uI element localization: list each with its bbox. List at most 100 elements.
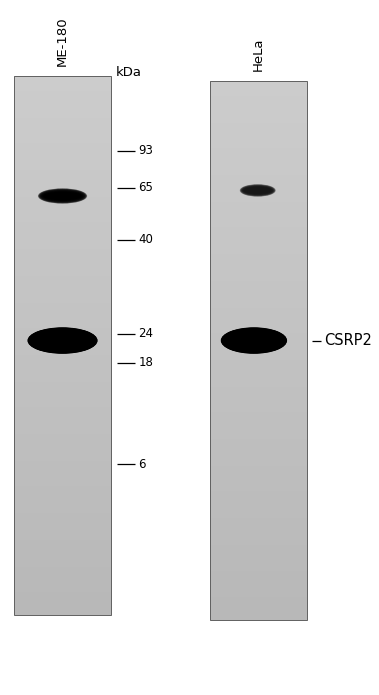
Bar (210, 460, 307, 462)
Ellipse shape (28, 328, 97, 353)
Bar (210, 596, 307, 598)
Bar (210, 545, 307, 546)
Ellipse shape (39, 189, 86, 203)
Bar (14, 459, 111, 461)
Bar (210, 156, 307, 158)
Bar (14, 477, 111, 479)
Bar (14, 475, 111, 477)
Bar (14, 338, 111, 341)
Bar (14, 165, 111, 166)
Text: kDa: kDa (116, 67, 142, 79)
Bar (14, 534, 111, 536)
Bar (14, 147, 111, 148)
Bar (14, 297, 111, 299)
Ellipse shape (228, 333, 280, 348)
Bar (210, 342, 307, 343)
Bar (210, 426, 307, 428)
Bar (14, 376, 111, 378)
Bar (210, 376, 307, 377)
Text: 18: 18 (138, 357, 153, 369)
Ellipse shape (242, 186, 274, 195)
Bar (14, 132, 111, 134)
Bar (14, 107, 111, 109)
Bar (210, 444, 307, 445)
Bar (14, 500, 111, 502)
Bar (210, 119, 307, 121)
Bar (210, 600, 307, 602)
Bar (210, 81, 307, 620)
Bar (14, 389, 111, 391)
Bar (14, 547, 111, 548)
Bar (210, 424, 307, 426)
Bar (14, 154, 111, 156)
Bar (210, 437, 307, 439)
Bar (210, 177, 307, 178)
Bar (14, 281, 111, 283)
Bar (14, 310, 111, 311)
Bar (14, 251, 111, 252)
Bar (14, 283, 111, 285)
Bar (210, 81, 307, 83)
Bar (210, 299, 307, 300)
Bar (14, 369, 111, 371)
Bar (210, 263, 307, 265)
Ellipse shape (241, 185, 274, 196)
Bar (14, 448, 111, 450)
Bar (14, 603, 111, 604)
Bar (14, 302, 111, 304)
Bar (210, 171, 307, 173)
Bar (14, 173, 111, 175)
Bar (210, 359, 307, 361)
Bar (14, 120, 111, 122)
Ellipse shape (223, 329, 285, 352)
Bar (14, 523, 111, 525)
Bar (14, 437, 111, 439)
Bar (210, 519, 307, 521)
Bar (210, 546, 307, 548)
Bar (210, 110, 307, 112)
Ellipse shape (222, 329, 286, 352)
Bar (14, 111, 111, 113)
Ellipse shape (29, 328, 96, 353)
Bar (14, 584, 111, 587)
Bar (210, 550, 307, 552)
Bar (14, 116, 111, 117)
Bar (14, 412, 111, 414)
Bar (210, 239, 307, 241)
Bar (210, 503, 307, 505)
Ellipse shape (221, 328, 287, 353)
Bar (14, 597, 111, 599)
Bar (210, 386, 307, 389)
Bar (14, 200, 111, 202)
Bar (210, 117, 307, 119)
Bar (210, 451, 307, 453)
Bar (14, 182, 111, 184)
Bar (14, 301, 111, 302)
Bar (210, 254, 307, 256)
Bar (14, 385, 111, 387)
Bar (210, 133, 307, 135)
Bar (210, 389, 307, 390)
Ellipse shape (224, 329, 284, 352)
Bar (210, 195, 307, 196)
Bar (14, 91, 111, 92)
Bar (14, 299, 111, 301)
Ellipse shape (224, 329, 284, 352)
Bar (14, 186, 111, 188)
Bar (210, 307, 307, 309)
Bar (14, 195, 111, 197)
Bar (210, 186, 307, 187)
Bar (14, 216, 111, 218)
Bar (210, 174, 307, 177)
Bar (210, 539, 307, 541)
Bar (14, 101, 111, 104)
Ellipse shape (225, 331, 283, 350)
Ellipse shape (221, 327, 287, 354)
Bar (210, 207, 307, 208)
Bar (210, 252, 307, 254)
Bar (210, 182, 307, 183)
Bar (14, 538, 111, 539)
Bar (210, 161, 307, 162)
Bar (210, 577, 307, 579)
Bar (14, 236, 111, 238)
